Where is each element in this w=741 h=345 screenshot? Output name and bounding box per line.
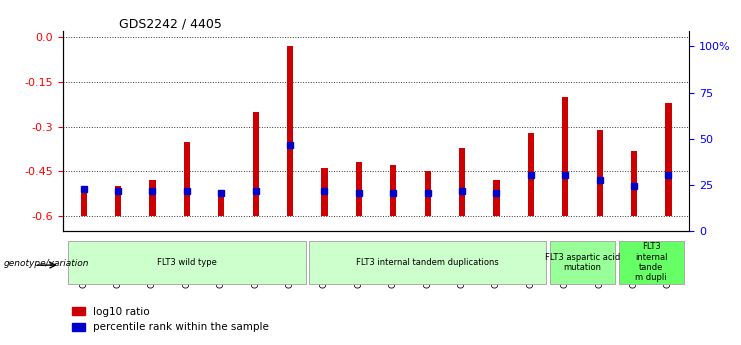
Bar [494, 180, 499, 216]
Bar [597, 130, 602, 216]
Text: GDS2242 / 4405: GDS2242 / 4405 [119, 17, 222, 30]
Bar [322, 168, 328, 216]
Text: FLT3 wild type: FLT3 wild type [157, 258, 217, 267]
Bar [665, 103, 671, 216]
Bar [287, 46, 293, 216]
Bar [391, 166, 396, 216]
Text: FLT3
internal
tande
m dupli: FLT3 internal tande m dupli [635, 242, 668, 282]
Bar [184, 141, 190, 216]
Legend: log10 ratio, percentile rank within the sample: log10 ratio, percentile rank within the … [68, 303, 273, 336]
Bar [309, 241, 546, 284]
Bar [619, 241, 684, 284]
Bar [81, 192, 87, 216]
Bar [425, 171, 431, 216]
Text: genotype/variation: genotype/variation [4, 259, 89, 268]
Bar [218, 195, 225, 216]
Bar [459, 148, 465, 216]
Bar [115, 186, 121, 216]
Bar [631, 150, 637, 216]
Text: FLT3 aspartic acid
mutation: FLT3 aspartic acid mutation [545, 253, 620, 272]
Bar [68, 241, 305, 284]
Text: FLT3 internal tandem duplications: FLT3 internal tandem duplications [356, 258, 499, 267]
Bar [528, 132, 534, 216]
Bar [562, 97, 568, 216]
Bar [253, 112, 259, 216]
Bar [550, 241, 615, 284]
Bar [150, 180, 156, 216]
Bar [356, 162, 362, 216]
